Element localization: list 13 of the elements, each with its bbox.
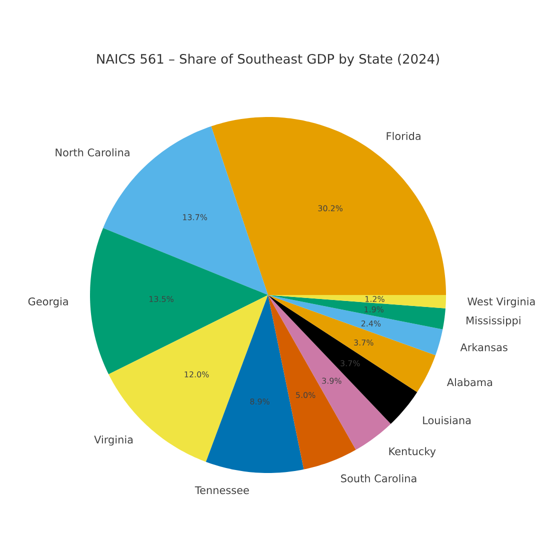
slice-label: Tennessee <box>194 486 249 494</box>
slice-label: Florida <box>386 132 420 140</box>
slice-label: Kentucky <box>389 447 436 458</box>
slice-label: Georgia <box>28 297 68 308</box>
chart-title: NAICS 561 – Share of Southeast GDP by State (2024) <box>97 54 439 66</box>
slice-label: North Carolina <box>56 148 130 156</box>
slice-label: Mississippi <box>466 316 520 326</box>
slice-label: South Carolina <box>341 474 416 482</box>
slice-label: Louisiana <box>423 416 471 424</box>
slice-label: Arkansas <box>460 343 508 352</box>
slice-label: Virginia <box>94 435 133 446</box>
slice-label: Alabama <box>446 378 492 386</box>
slice-label: West Virginia <box>468 297 535 308</box>
